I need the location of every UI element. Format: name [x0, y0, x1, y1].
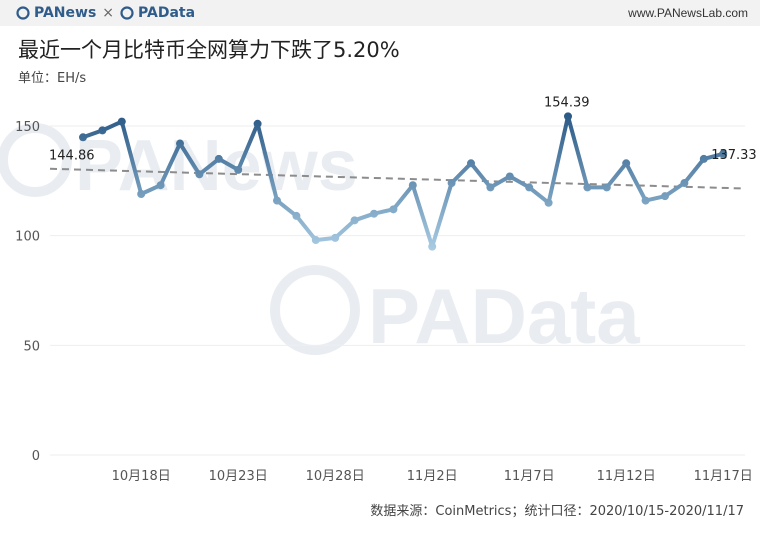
x-tick-label: 11月2日: [407, 469, 458, 484]
data-point: [350, 216, 359, 225]
padata-logo-icon: [120, 6, 134, 20]
y-axis-ticks: 0 50 100 150: [15, 120, 40, 464]
data-point: [719, 149, 728, 158]
watermark-logo-icon: [0, 123, 72, 197]
x-tick-label: 10月28日: [306, 469, 365, 484]
data-point: [214, 154, 223, 163]
data-point: [583, 183, 592, 192]
data-point: [195, 170, 204, 179]
data-labels: 144.86 154.39 137.33: [49, 95, 757, 163]
data-point: [699, 154, 708, 163]
x-tick-label: 10月18日: [112, 469, 171, 484]
data-point: [564, 112, 572, 121]
data-point: [234, 165, 243, 174]
chart-title: 最近一个月比特币全网算力下跌了5.20%: [18, 38, 400, 62]
watermark-logo-icon: [270, 265, 360, 355]
series-group: [79, 112, 728, 251]
data-point: [156, 181, 165, 190]
data-point: [602, 183, 611, 192]
data-point: [331, 233, 340, 242]
header-bar: PANews × PAData www.PANewsLab.com: [0, 0, 760, 26]
y-tick-label: 150: [15, 120, 40, 135]
brand-logos: PANews × PAData: [16, 5, 195, 21]
x-tick-label: 11月17日: [694, 469, 753, 484]
data-point: [680, 179, 689, 188]
brand-left: PANews: [34, 5, 97, 21]
data-label: 144.86: [49, 148, 95, 163]
data-point: [467, 159, 475, 168]
data-point: [273, 196, 281, 205]
data-point: [525, 183, 534, 192]
unit-label: 单位：EH/s: [18, 71, 87, 86]
watermark-text: PANews: [75, 126, 358, 206]
brand-right: PAData: [138, 5, 196, 21]
y-tick-label: 50: [23, 339, 40, 354]
x-axis-ticks: 10月18日 10月23日 10月28日 11月2日 11月7日 11月12日 11月17日: [112, 469, 753, 484]
data-point: [641, 196, 650, 205]
data-point: [544, 198, 553, 207]
hashrate-line: [81, 114, 726, 249]
trend-line-group: [49, 167, 746, 190]
data-point: [622, 159, 631, 168]
brand-separator: ×: [102, 5, 115, 21]
trend-line: [49, 167, 746, 190]
site-url: www.PANewsLab.com: [628, 6, 748, 20]
data-point: [428, 242, 437, 251]
data-point: [253, 119, 262, 128]
y-tick-label: 100: [15, 230, 40, 245]
y-tick-label: 0: [32, 449, 40, 464]
x-tick-label: 10月23日: [209, 469, 268, 484]
data-point: [176, 139, 184, 148]
data-point: [137, 189, 146, 198]
panews-logo-icon: [16, 6, 30, 20]
data-point: [447, 179, 456, 188]
data-point: [505, 172, 514, 181]
data-label: 137.33: [711, 148, 757, 163]
data-point: [311, 236, 320, 245]
x-tick-label: 11月12日: [597, 469, 656, 484]
data-point: [408, 181, 417, 190]
data-source-note: 数据来源：CoinMetrics；统计口径：2020/10/15-2020/11…: [370, 504, 744, 519]
data-point: [389, 205, 398, 214]
grid-lines: [50, 125, 745, 456]
data-point: [117, 117, 126, 126]
data-point: [661, 192, 669, 201]
data-point: [79, 133, 87, 142]
data-label: 154.39: [544, 95, 590, 110]
data-point: [292, 211, 301, 220]
x-tick-label: 11月7日: [504, 469, 555, 484]
data-point: [370, 209, 378, 218]
watermark-text: PAData: [368, 272, 640, 360]
data-point: [486, 183, 495, 192]
data-point: [98, 126, 107, 135]
